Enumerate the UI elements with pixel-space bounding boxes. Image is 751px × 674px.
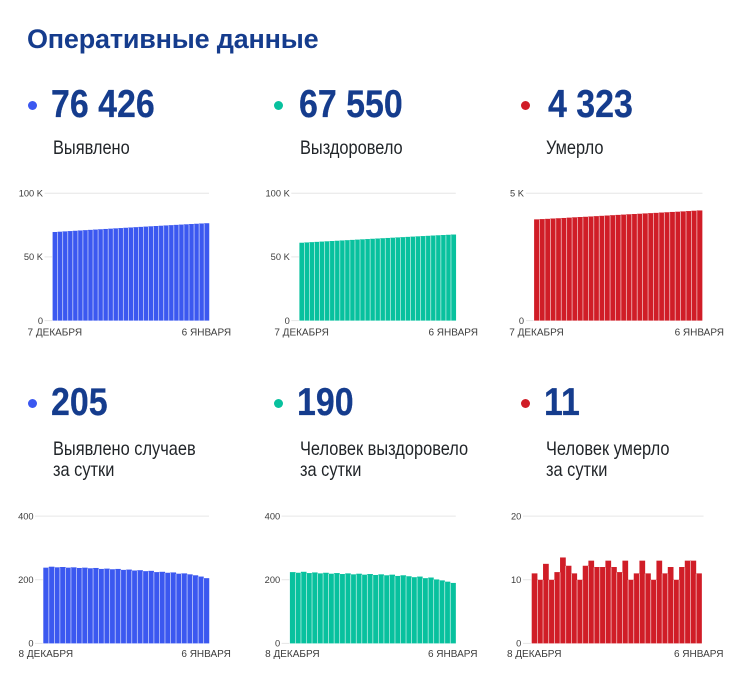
svg-text:200: 200	[18, 575, 34, 585]
svg-text:6 ЯНВАРЯ: 6 ЯНВАРЯ	[428, 328, 477, 339]
svg-text:20: 20	[511, 511, 521, 521]
svg-text:8 ДЕКАБРЯ: 8 ДЕКАБРЯ	[507, 649, 562, 660]
svg-text:6 ЯНВАРЯ: 6 ЯНВАРЯ	[674, 649, 723, 660]
svg-text:0: 0	[519, 316, 524, 326]
svg-text:0: 0	[516, 639, 521, 649]
svg-text:10: 10	[511, 575, 521, 585]
svg-text:50 K: 50 K	[24, 252, 44, 262]
svg-text:0: 0	[28, 639, 33, 649]
svg-text:0: 0	[285, 316, 290, 326]
svg-text:6 ЯНВАРЯ: 6 ЯНВАРЯ	[428, 649, 477, 660]
svg-text:8 ДЕКАБРЯ: 8 ДЕКАБРЯ	[19, 649, 74, 660]
svg-text:6 ЯНВАРЯ: 6 ЯНВАРЯ	[181, 649, 230, 660]
svg-text:7 ДЕКАБРЯ: 7 ДЕКАБРЯ	[509, 328, 564, 339]
svg-text:7 ДЕКАБРЯ: 7 ДЕКАБРЯ	[28, 328, 83, 339]
svg-text:0: 0	[275, 639, 280, 649]
svg-text:400: 400	[18, 511, 34, 521]
svg-text:0: 0	[38, 316, 43, 326]
svg-text:7 ДЕКАБРЯ: 7 ДЕКАБРЯ	[274, 328, 329, 339]
svg-text:100 K: 100 K	[266, 188, 291, 198]
svg-text:5 K: 5 K	[510, 188, 525, 198]
svg-text:200: 200	[265, 575, 281, 585]
svg-text:400: 400	[265, 511, 281, 521]
svg-text:50 K: 50 K	[271, 252, 291, 262]
svg-text:100 K: 100 K	[19, 188, 44, 198]
svg-text:6 ЯНВАРЯ: 6 ЯНВАРЯ	[675, 328, 724, 339]
svg-text:8 ДЕКАБРЯ: 8 ДЕКАБРЯ	[265, 649, 320, 660]
svg-text:6 ЯНВАРЯ: 6 ЯНВАРЯ	[182, 328, 231, 339]
